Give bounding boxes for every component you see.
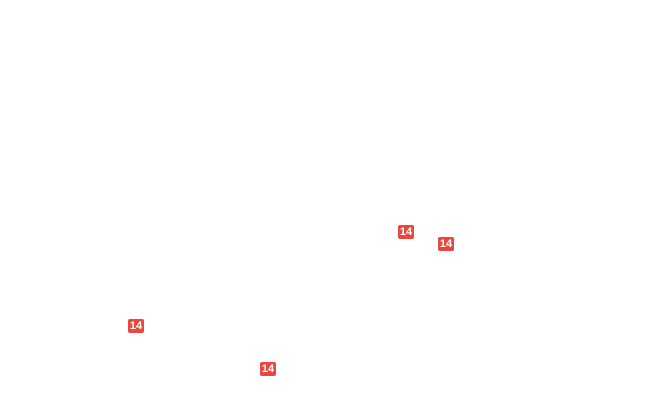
part-callout-badge[interactable]: 14 [438, 237, 454, 251]
part-callout-badge[interactable]: 14 [398, 225, 414, 239]
part-callout-badge[interactable]: 14 [128, 319, 144, 333]
part-callout-badge[interactable]: 14 [260, 362, 276, 376]
